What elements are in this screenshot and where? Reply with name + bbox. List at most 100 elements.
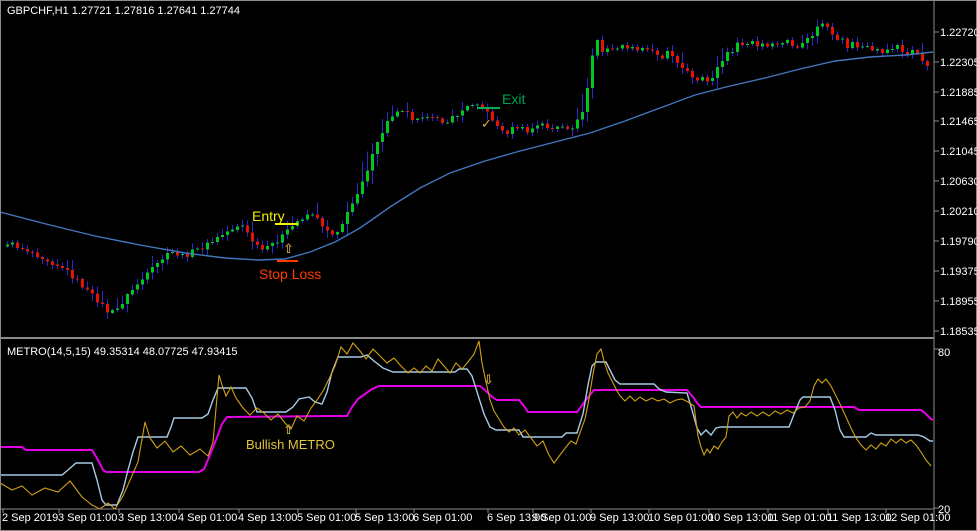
candle-body: [411, 112, 414, 121]
candle-body: [181, 254, 184, 256]
candle-body: [741, 42, 744, 45]
candle-body: [66, 268, 69, 271]
candle-body: [41, 256, 44, 260]
candle-body: [871, 45, 874, 51]
candle-body: [701, 77, 704, 81]
bullish-metro-up-arrow-icon[interactable]: ⇧: [283, 422, 294, 437]
candle-body: [36, 252, 39, 257]
candle-body: [466, 106, 469, 111]
price-axis-label: 1.21045: [940, 146, 977, 158]
candle-body: [681, 63, 684, 69]
candle-body: [601, 40, 604, 53]
candle-body: [391, 116, 394, 121]
candle-body: [831, 26, 834, 35]
candle-body: [546, 123, 549, 128]
time-axis-label: 11 Sep 01:00: [767, 512, 832, 524]
candle-body: [726, 52, 729, 61]
metro-down-arrow-icon[interactable]: ⇩: [483, 372, 494, 387]
candle-body: [756, 41, 759, 47]
candle-body: [581, 112, 584, 120]
candle-body: [241, 225, 244, 227]
candle-body: [231, 229, 234, 232]
candle-body: [816, 26, 819, 36]
stop-loss-label[interactable]: Stop Loss: [259, 266, 321, 282]
candle-body: [866, 45, 869, 47]
exit-check-icon[interactable]: ✓: [481, 116, 492, 131]
candle-body: [86, 287, 89, 290]
time-axis-row[interactable]: [0, 510, 934, 531]
candle-body: [196, 248, 199, 250]
candle-body: [16, 242, 19, 248]
candle-body: [721, 60, 724, 68]
candle-body: [686, 68, 689, 71]
time-axis-label: 5 Sep 13:00: [355, 512, 414, 524]
candle-body: [166, 253, 169, 260]
candle-body: [821, 23, 824, 27]
moving-average-line: [0, 51, 934, 261]
metro-lines: [0, 340, 934, 510]
candle-body: [456, 115, 459, 117]
entry-up-arrow-icon[interactable]: ⇧: [283, 241, 294, 256]
candle-body: [556, 126, 559, 130]
candle-body: [846, 38, 849, 49]
candle-body: [636, 47, 639, 51]
candlestick-series: [6, 19, 929, 319]
candle-body: [516, 126, 519, 129]
candle-body: [336, 232, 339, 235]
candle-body: [371, 153, 374, 171]
candle-body: [911, 50, 914, 55]
candle-body: [136, 284, 139, 290]
candle-body: [6, 244, 9, 247]
candle-body: [506, 130, 509, 134]
candle-body: [71, 270, 74, 279]
candle-body: [916, 50, 919, 53]
candle-body: [666, 50, 669, 59]
candle-body: [276, 242, 279, 244]
exit-label[interactable]: Exit: [502, 91, 525, 107]
candle-body: [266, 246, 269, 250]
candle-body: [606, 48, 609, 53]
candle-body: [801, 43, 804, 48]
candle-body: [21, 247, 24, 249]
price-axis-column[interactable]: [934, 0, 977, 531]
candle-body: [826, 23, 829, 27]
price-axis-label: 1.18535: [940, 326, 977, 338]
candle-body: [616, 48, 619, 50]
candle-body: [226, 231, 229, 235]
candle-body: [116, 308, 119, 311]
bullish-metro-label[interactable]: Bullish METRO: [246, 437, 335, 452]
candle-body: [761, 43, 764, 47]
candle-body: [76, 278, 79, 280]
metro-slow-line: [0, 385, 934, 473]
candle-body: [326, 226, 329, 231]
time-axis-labels: 2 Sep 2019 3 Sep 01:00 3 Sep 13:00 4 Sep 01…: [2, 509, 950, 524]
candle-body: [431, 116, 434, 118]
candle-body: [426, 116, 429, 118]
price-axis-label: 1.18955: [940, 296, 977, 308]
entry-label[interactable]: Entry: [252, 208, 285, 224]
candle-body: [521, 126, 524, 129]
candle-body: [331, 230, 334, 235]
candle-body: [126, 294, 129, 304]
candle-body: [311, 214, 314, 216]
price-axis-label: 1.20210: [940, 206, 977, 218]
candle-body: [471, 105, 474, 107]
candle-body: [531, 128, 534, 133]
metro-indicator-panel[interactable]: [0, 340, 934, 509]
candle-body: [61, 266, 64, 269]
chart-title: GBPCHF,H1 1.27721 1.27816 1.27641 1.2774…: [7, 5, 240, 17]
candle-body: [786, 40, 789, 44]
candle-body: [251, 232, 254, 242]
candle-body: [646, 47, 649, 50]
candle-body: [356, 194, 359, 204]
candle-body: [91, 289, 94, 294]
candle-body: [396, 111, 399, 117]
candle-body: [486, 108, 489, 112]
candle-body: [281, 234, 284, 243]
metro-fast-line: [0, 340, 932, 510]
candle-body: [131, 289, 134, 295]
candle-body: [341, 224, 344, 232]
main-chart-area[interactable]: [0, 0, 934, 338]
candle-body: [406, 111, 409, 113]
candle-body: [496, 120, 499, 127]
